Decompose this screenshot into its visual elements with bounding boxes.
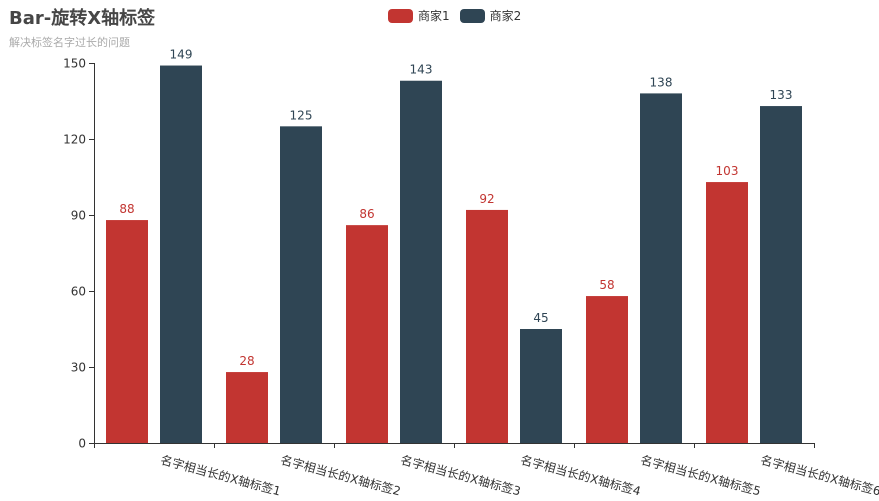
bar-value-label: 92: [479, 192, 494, 206]
bar: [586, 296, 628, 443]
legend: 商家1 商家2: [388, 7, 531, 24]
bar-value-label: 143: [410, 63, 433, 77]
x-tick-label: 名字相当长的X轴标签4: [519, 452, 643, 499]
x-tick-label: 名字相当长的X轴标签6: [759, 452, 879, 499]
y-tick-label: 150: [63, 57, 86, 71]
bar: [226, 372, 268, 443]
bar: [706, 182, 748, 444]
chart-title: Bar-旋转X轴标签: [9, 8, 156, 29]
bar: [760, 106, 802, 444]
legend-swatch-series-2: [459, 8, 485, 23]
legend-label-series-1: 商家1: [418, 9, 450, 23]
bar-value-label: 138: [650, 75, 673, 89]
bar: [160, 65, 202, 444]
legend-item-series-1[interactable]: 商家1: [388, 7, 450, 24]
chart-subtitle: 解决标签名字过长的问题: [9, 36, 130, 49]
bar-value-label: 133: [770, 88, 793, 102]
bar-value-label: 86: [359, 207, 374, 221]
bar: [466, 209, 508, 443]
legend-label-series-2: 商家2: [489, 9, 522, 23]
x-tick-label: 名字相当长的X轴标签1: [159, 452, 283, 499]
bar-value-label: 149: [170, 48, 193, 62]
bar-value-label: 28: [239, 354, 254, 368]
bar: [520, 329, 562, 443]
legend-swatch-series-1: [388, 8, 413, 23]
legend-item-series-2[interactable]: 商家2: [459, 7, 522, 24]
bar: [106, 220, 148, 443]
x-tick-label: 名字相当长的X轴标签3: [399, 452, 523, 499]
y-tick-label: 30: [71, 361, 86, 375]
bar-value-label: 58: [599, 278, 614, 292]
bar: [280, 126, 322, 443]
bar-value-label: 125: [290, 108, 313, 122]
bar: [400, 80, 442, 443]
bar: [640, 93, 682, 444]
bar-value-label: 103: [716, 164, 739, 178]
y-tick-label: 90: [71, 209, 86, 223]
bar-value-label: 88: [119, 202, 134, 216]
bar: [346, 225, 388, 443]
x-tick-label: 名字相当长的X轴标签5: [639, 452, 763, 499]
x-tick-label: 名字相当长的X轴标签2: [279, 452, 403, 499]
bar-value-label: 45: [533, 311, 548, 325]
y-tick-label: 120: [63, 133, 86, 147]
y-tick-label: 60: [71, 285, 86, 299]
y-tick-label: 0: [78, 437, 86, 451]
